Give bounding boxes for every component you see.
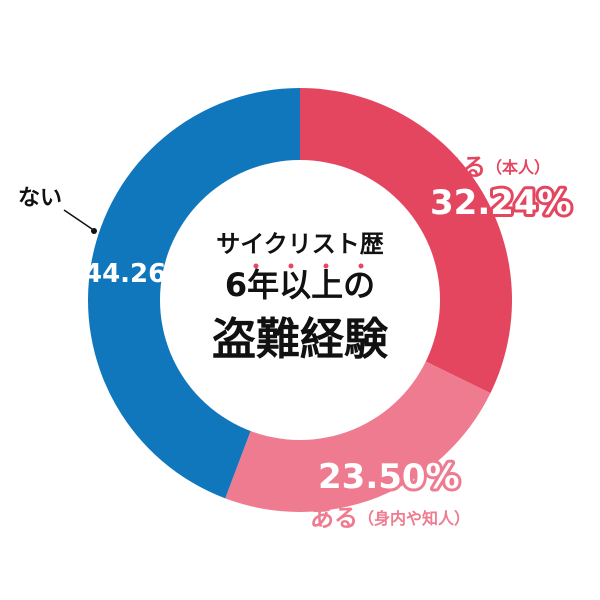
slice-label-self: ある（本人）	[438, 153, 550, 181]
emphasis-dot	[288, 263, 294, 269]
slice-label-self-main: ある	[438, 153, 486, 181]
data-label-acquaintance: 23.50%	[318, 457, 460, 497]
slice-label-acquaintance: ある（身内や知人）	[310, 504, 470, 532]
emphasis-dot	[323, 263, 329, 269]
donut-hole	[160, 160, 440, 440]
data-label-self: 32.24%	[430, 183, 572, 223]
emphasis-dot	[253, 263, 259, 269]
center-line-1: サイクリスト歴	[216, 230, 384, 258]
center-line-2: 6年以上の	[225, 266, 375, 304]
center-line-3: 盗難経験	[212, 314, 389, 365]
slice-label-acquaintance-main: ある	[310, 504, 358, 532]
slice-label-self-sub: （本人）	[486, 158, 550, 177]
emphasis-dots	[253, 263, 364, 269]
leader-dot	[91, 228, 97, 234]
data-label-none: 44.26%	[84, 259, 192, 289]
leader-line	[63, 209, 93, 230]
slice-label-acquaintance-sub: （身内や知人）	[358, 509, 470, 528]
emphasis-dot	[358, 263, 364, 269]
slice-label-none: ない	[18, 186, 62, 211]
